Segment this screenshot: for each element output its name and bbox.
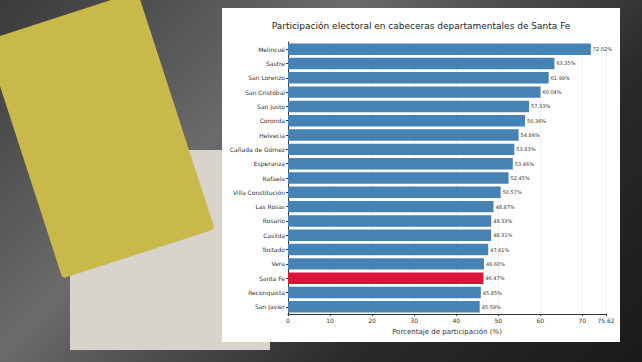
svg-text:56.36%: 56.36%: [527, 118, 546, 124]
svg-text:48.33%: 48.33%: [493, 218, 512, 224]
svg-text:Coronda: Coronda: [260, 117, 285, 124]
svg-text:Casilda: Casilda: [263, 232, 285, 239]
svg-text:50: 50: [494, 317, 502, 324]
svg-text:60: 60: [536, 317, 544, 324]
svg-text:52.45%: 52.45%: [511, 175, 530, 181]
svg-text:Las Rosas: Las Rosas: [255, 203, 285, 210]
svg-text:75.62: 75.62: [597, 317, 614, 324]
svg-text:Vera: Vera: [272, 260, 286, 267]
svg-text:0: 0: [286, 317, 290, 324]
svg-text:Porcentaje de participación (%: Porcentaje de participación (%): [392, 328, 502, 336]
svg-text:57.33%: 57.33%: [531, 103, 550, 109]
svg-text:Sastre: Sastre: [266, 60, 285, 67]
svg-text:Villa Constitución: Villa Constitución: [233, 189, 285, 196]
svg-text:70: 70: [579, 317, 587, 324]
svg-text:Participación electoral en cab: Participación electoral en cabeceras dep…: [272, 21, 571, 31]
svg-text:72.02%: 72.02%: [593, 46, 612, 52]
svg-text:45.85%: 45.85%: [483, 290, 502, 296]
svg-text:Melincué: Melincué: [258, 46, 285, 53]
svg-text:20: 20: [368, 317, 376, 324]
svg-text:Cañada de Gómez: Cañada de Gómez: [230, 146, 285, 153]
svg-text:Rosario: Rosario: [263, 217, 286, 224]
svg-text:53.46%: 53.46%: [515, 161, 534, 167]
svg-text:47.61%: 47.61%: [490, 247, 509, 253]
svg-text:30: 30: [410, 317, 418, 324]
svg-text:10: 10: [326, 317, 334, 324]
svg-text:45.59%: 45.59%: [482, 304, 501, 310]
svg-text:50.57%: 50.57%: [503, 189, 522, 195]
svg-text:46.60%: 46.60%: [486, 261, 505, 267]
svg-text:Tostado: Tostado: [261, 246, 285, 253]
svg-text:40: 40: [452, 317, 460, 324]
svg-text:60.04%: 60.04%: [542, 89, 561, 95]
svg-text:Rafaela: Rafaela: [262, 175, 285, 182]
svg-text:46.47%: 46.47%: [485, 275, 504, 281]
svg-text:San Cristóbal: San Cristóbal: [245, 89, 285, 96]
svg-text:48.87%: 48.87%: [496, 204, 515, 210]
svg-text:63.35%: 63.35%: [556, 60, 575, 66]
svg-text:61.99%: 61.99%: [551, 75, 570, 81]
svg-text:Santa Fe: Santa Fe: [259, 275, 285, 282]
svg-text:Helvecia: Helvecia: [259, 132, 285, 139]
svg-text:Esperanza: Esperanza: [254, 160, 286, 168]
svg-text:San Lorenzo: San Lorenzo: [248, 74, 285, 81]
svg-text:Reconquista: Reconquista: [248, 289, 285, 297]
svg-text:San Javier: San Javier: [255, 303, 286, 311]
svg-text:54.84%: 54.84%: [521, 132, 540, 138]
svg-text:San Justo: San Justo: [257, 103, 285, 111]
svg-text:53.83%: 53.83%: [516, 146, 535, 152]
svg-text:48.31%: 48.31%: [493, 232, 512, 238]
